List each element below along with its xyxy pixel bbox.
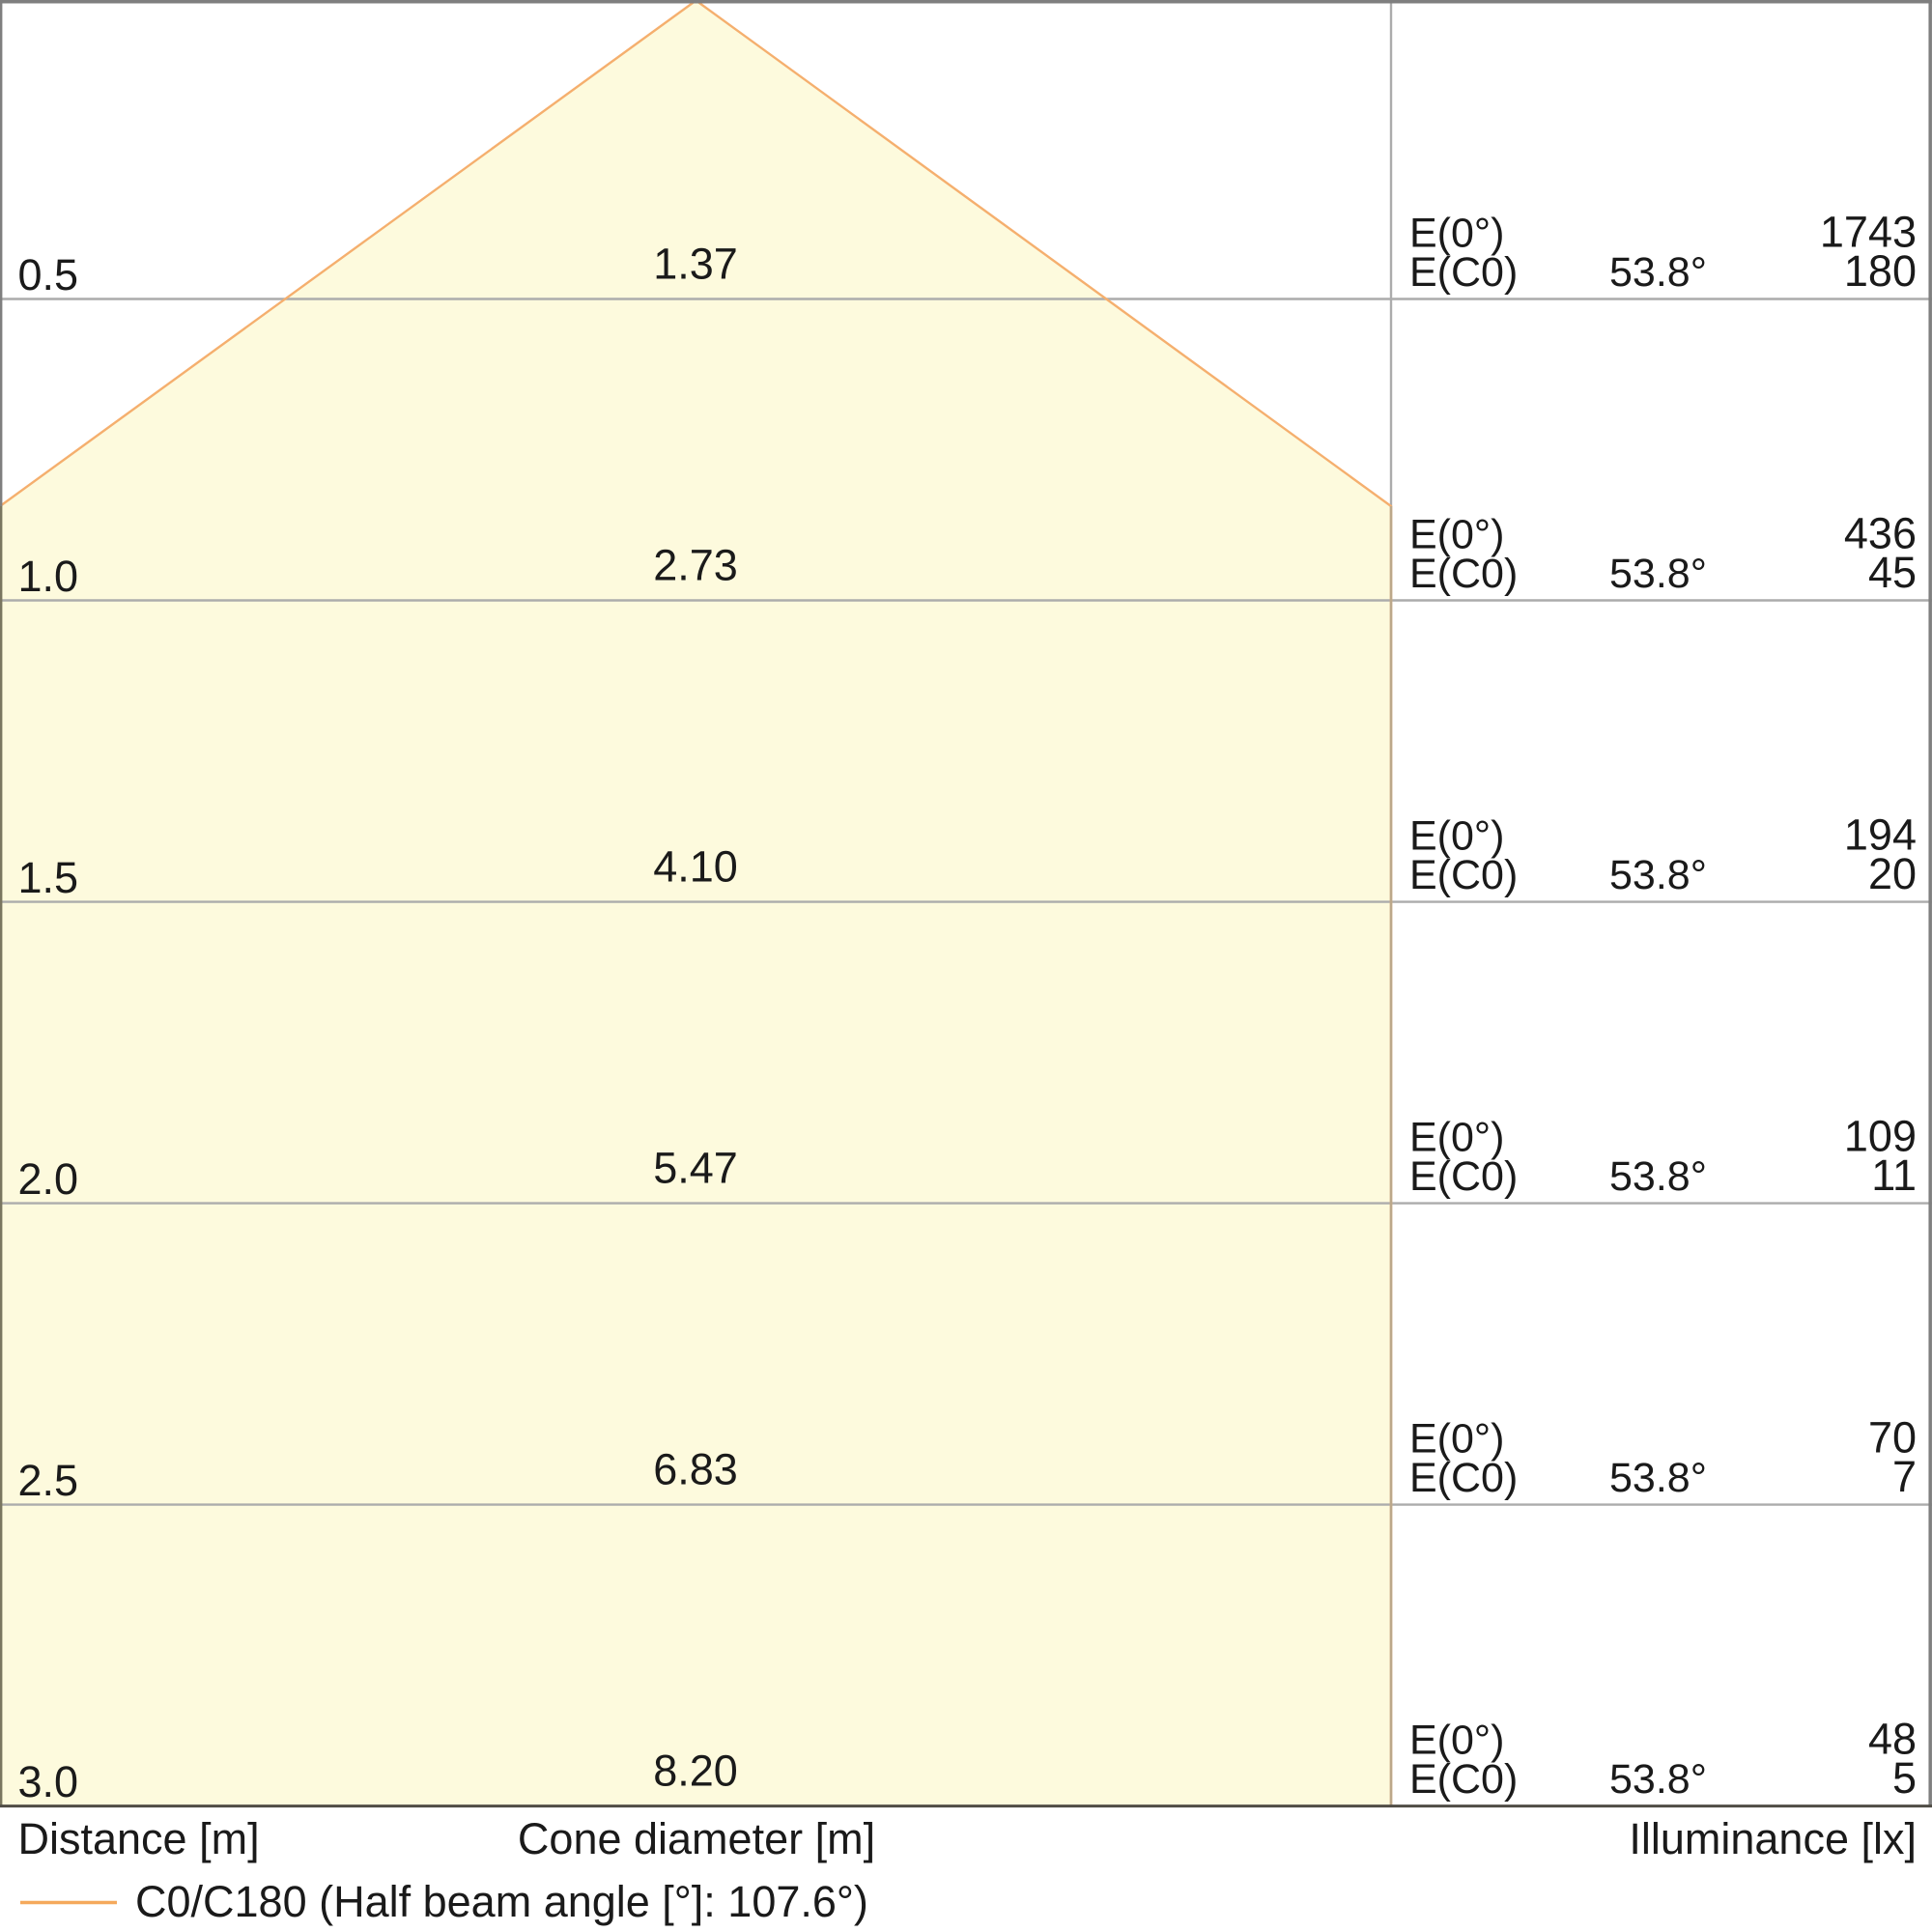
svg-text:E(C0): E(C0) <box>1409 852 1518 898</box>
svg-text:1.0: 1.0 <box>18 552 79 601</box>
svg-text:Cone diameter [m]: Cone diameter [m] <box>518 1814 875 1863</box>
svg-text:1743: 1743 <box>1820 208 1917 257</box>
svg-text:436: 436 <box>1844 509 1917 558</box>
svg-text:E(C0): E(C0) <box>1409 1756 1518 1803</box>
svg-text:109: 109 <box>1844 1112 1917 1161</box>
svg-text:11: 11 <box>1871 1151 1917 1200</box>
svg-text:2.5: 2.5 <box>18 1456 79 1505</box>
svg-text:53.8°: 53.8° <box>1609 551 1707 597</box>
svg-text:5: 5 <box>1892 1753 1917 1803</box>
svg-text:2.73: 2.73 <box>653 541 738 590</box>
svg-text:53.8°: 53.8° <box>1609 249 1707 296</box>
svg-text:194: 194 <box>1844 810 1917 860</box>
svg-text:53.8°: 53.8° <box>1609 1153 1707 1200</box>
svg-text:1.37: 1.37 <box>653 240 738 289</box>
svg-text:E(0°): E(0°) <box>1409 1115 1504 1161</box>
svg-text:E(C0): E(C0) <box>1409 1153 1518 1200</box>
svg-text:E(0°): E(0°) <box>1409 1718 1504 1764</box>
svg-text:E(0°): E(0°) <box>1409 813 1504 860</box>
svg-text:2.0: 2.0 <box>18 1154 79 1204</box>
svg-text:48: 48 <box>1868 1715 1917 1764</box>
svg-text:53.8°: 53.8° <box>1609 1756 1707 1803</box>
svg-text:3.0: 3.0 <box>18 1757 79 1806</box>
svg-text:6.83: 6.83 <box>653 1445 738 1494</box>
svg-text:E(C0): E(C0) <box>1409 249 1518 296</box>
svg-text:1.5: 1.5 <box>18 853 79 902</box>
svg-text:70: 70 <box>1868 1413 1917 1463</box>
svg-text:Distance [m]: Distance [m] <box>18 1814 260 1863</box>
svg-text:E(C0): E(C0) <box>1409 551 1518 597</box>
svg-text:4.10: 4.10 <box>653 842 738 892</box>
svg-text:E(0°): E(0°) <box>1409 512 1504 558</box>
svg-text:53.8°: 53.8° <box>1609 1455 1707 1501</box>
svg-text:E(0°): E(0°) <box>1409 1416 1504 1463</box>
svg-text:5.47: 5.47 <box>653 1144 738 1193</box>
svg-text:45: 45 <box>1868 548 1917 597</box>
svg-text:E(0°): E(0°) <box>1409 211 1504 257</box>
svg-text:53.8°: 53.8° <box>1609 852 1707 898</box>
svg-text:8.20: 8.20 <box>653 1747 738 1796</box>
svg-text:C0/C180 (Half beam angle [°]:: C0/C180 (Half beam angle [°]: 107.6°) <box>135 1877 868 1926</box>
svg-text:20: 20 <box>1868 849 1917 898</box>
svg-text:E(C0): E(C0) <box>1409 1455 1518 1501</box>
svg-text:180: 180 <box>1844 246 1917 296</box>
svg-text:Illuminance [lx]: Illuminance [lx] <box>1629 1814 1917 1863</box>
svg-text:0.5: 0.5 <box>18 250 79 299</box>
svg-text:7: 7 <box>1892 1452 1917 1501</box>
